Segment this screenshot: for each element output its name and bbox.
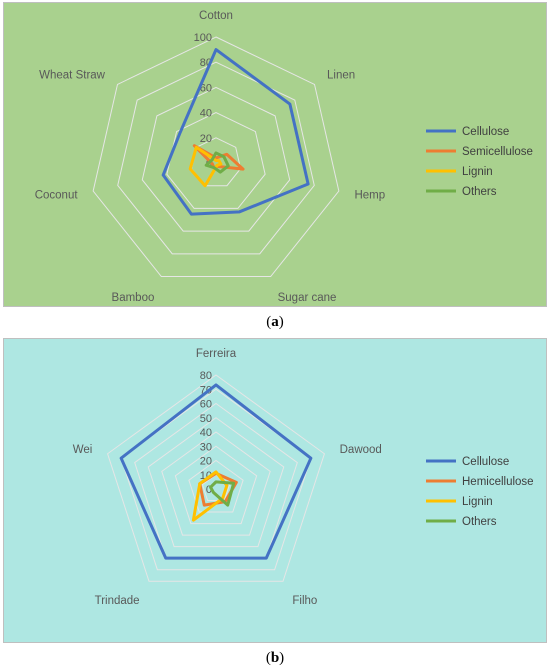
category-label-filho: Filho xyxy=(292,595,317,607)
caption-b-label: b xyxy=(270,650,280,666)
series-line-others xyxy=(209,480,236,507)
tick-label-20: 20 xyxy=(200,456,212,468)
category-label-ferreira: Ferreira xyxy=(196,348,237,360)
legend-label-others: Others xyxy=(462,516,497,528)
category-label-wheat-straw: Wheat Straw xyxy=(39,69,106,81)
tick-label-80: 80 xyxy=(200,57,212,69)
tick-label-80: 80 xyxy=(200,370,212,382)
tick-label-70: 70 xyxy=(200,384,212,396)
chart-panel-b: 0 10 20 30 40 50 60 70 80 Ferreira Dawood Filho Trin… xyxy=(3,338,547,643)
tick-label-50: 50 xyxy=(200,413,212,425)
tick-label-20: 20 xyxy=(200,133,212,145)
series-line-cellulose xyxy=(161,48,310,216)
gridline-100 xyxy=(92,36,340,278)
gridline-70 xyxy=(120,388,312,571)
gridline-20 xyxy=(188,459,244,513)
gridline-30 xyxy=(174,445,258,525)
legend-label-hemicellulose: Hemicellulose xyxy=(462,476,534,488)
category-label-trindade: Trindade xyxy=(95,595,140,607)
category-label-dawood: Dawood xyxy=(340,444,382,456)
tick-label-30: 30 xyxy=(200,441,212,453)
radar-chart-b: 01020304050607080FerreiraDawoodFilhoTrin… xyxy=(73,348,534,607)
tick-label-0: 0 xyxy=(206,484,212,496)
legend-label-semicellulose: Semicellulose xyxy=(462,146,533,158)
tick-label-100: 100 xyxy=(194,32,212,44)
chart-panel-a: 0 20 40 60 80 100 Cotton Linen Hemp Sugar cane Bam… xyxy=(3,2,547,307)
caption-a-label: a xyxy=(271,314,279,330)
category-label-linen: Linen xyxy=(327,69,355,81)
category-label-hemp: Hemp xyxy=(354,190,385,202)
legend-label-lignin: Lignin xyxy=(462,166,493,178)
gridline-60 xyxy=(141,86,291,232)
series-line-others xyxy=(204,151,230,174)
tick-label-40: 40 xyxy=(200,427,212,439)
series-line-lignin xyxy=(188,145,223,188)
category-label-bamboo: Bamboo xyxy=(112,292,155,304)
tick-label-60: 60 xyxy=(200,399,212,411)
gridline-40 xyxy=(161,431,271,536)
series-line-cellulose xyxy=(119,383,313,560)
legend-label-cellulose: Cellulose xyxy=(462,456,509,468)
gridline-40 xyxy=(166,112,266,209)
legend-label-lignin: Lignin xyxy=(462,496,493,508)
legend-label-cellulose: Cellulose xyxy=(462,126,509,138)
gridline-80 xyxy=(106,374,326,582)
category-label-wei: Wei xyxy=(73,444,93,456)
caption-b: (b) xyxy=(265,650,285,666)
gridline-80 xyxy=(117,61,315,255)
caption-a: (a) xyxy=(266,314,284,330)
tick-label-40: 40 xyxy=(200,108,212,120)
gridline-50 xyxy=(147,417,285,548)
category-label-coconut: Coconut xyxy=(35,190,79,202)
legend-label-others: Others xyxy=(462,186,497,198)
category-label-cotton: Cotton xyxy=(199,10,233,22)
category-label-sugar-cane: Sugar cane xyxy=(278,292,337,304)
tick-label-60: 60 xyxy=(200,82,212,94)
